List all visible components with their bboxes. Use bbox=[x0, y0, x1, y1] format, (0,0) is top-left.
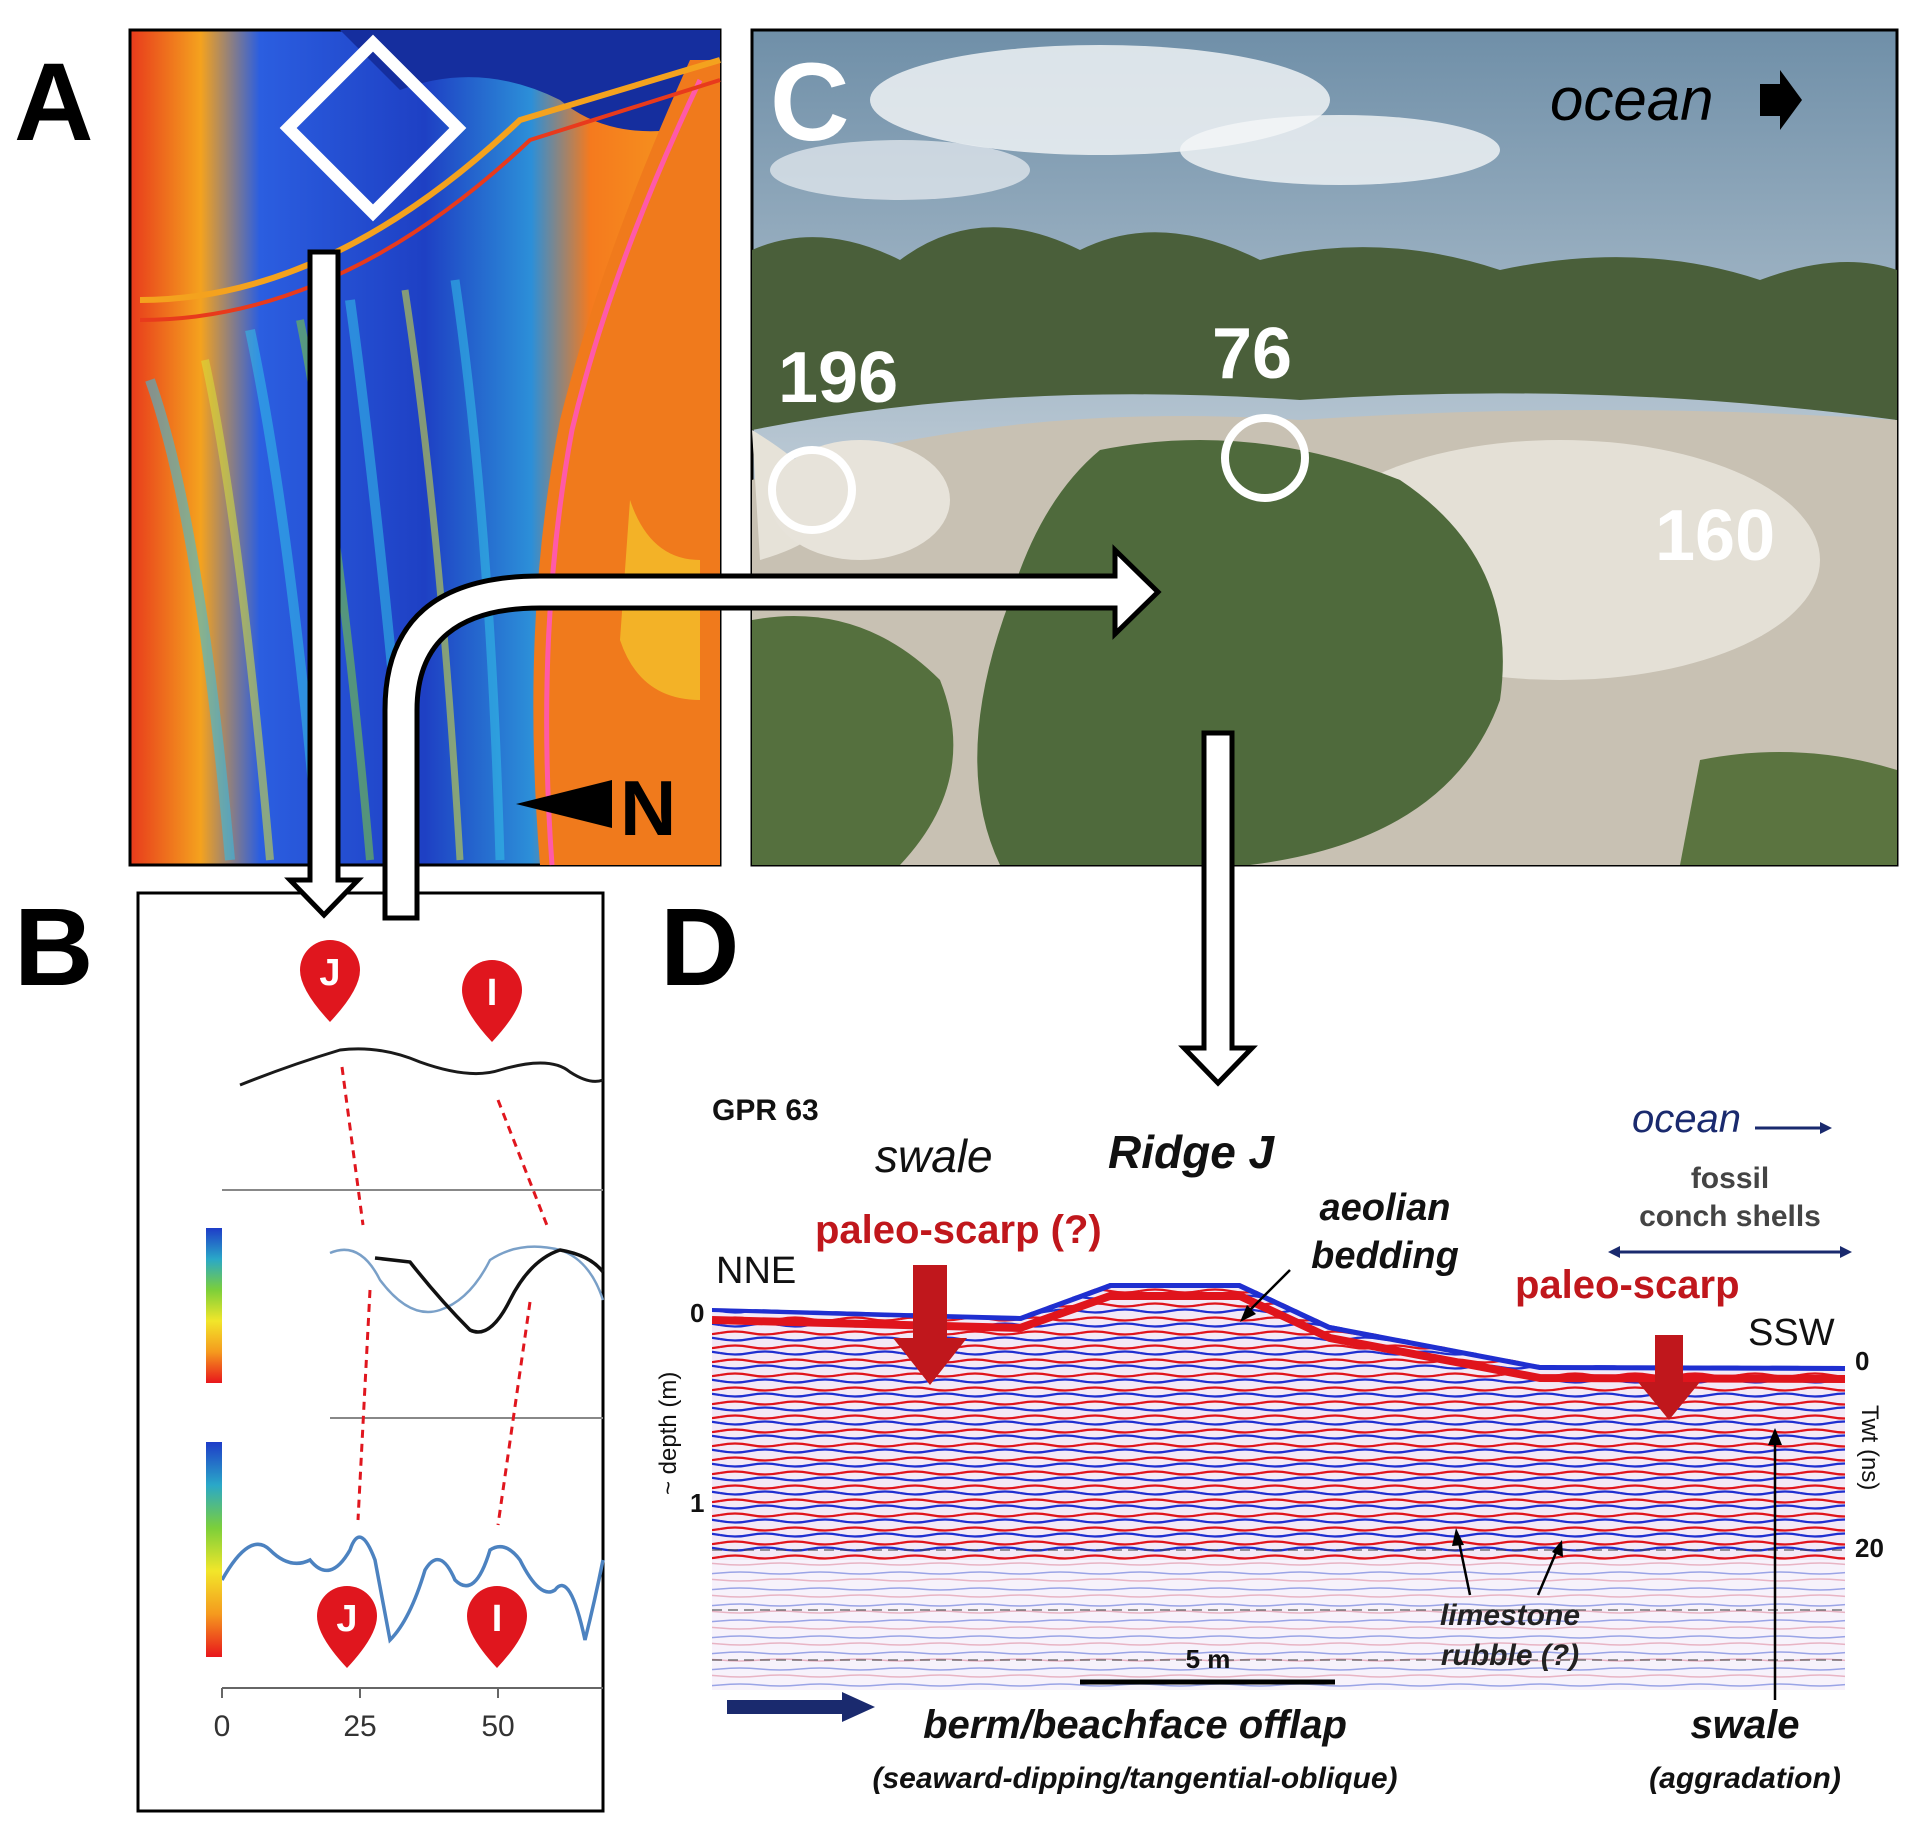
swale-top-label: swale bbox=[875, 1130, 993, 1182]
correlation-lines bbox=[340, 1066, 550, 1526]
berm-label: berm/beachface offlap bbox=[923, 1703, 1347, 1747]
arrow-c-to-d bbox=[1178, 730, 1258, 1087]
site-label-76: 76 bbox=[1212, 314, 1292, 394]
gpr-profile-label: GPR 63 bbox=[712, 1094, 819, 1127]
depth-axis-label: ~ depth (m) bbox=[655, 1372, 682, 1495]
aeolian-label-1: aeolian bbox=[1320, 1187, 1451, 1229]
paleo-scarp-label: paleo-scarp bbox=[1515, 1263, 1740, 1307]
panel-b: J I J I 0 25 50 B bbox=[14, 886, 605, 1813]
marker-j-bottom: J bbox=[317, 1586, 377, 1668]
b-xtick-25: 25 bbox=[343, 1710, 376, 1743]
berm-sublabel: (seaward-dipping/tangential-oblique) bbox=[873, 1762, 1398, 1795]
scarp-arrow-left-icon bbox=[893, 1265, 967, 1385]
site-label-160: 160 bbox=[1655, 496, 1775, 576]
panel-a: N A bbox=[14, 28, 722, 867]
panel-c: 196 76 160 ocean C bbox=[750, 28, 1899, 867]
aeolian-label-2: bedding bbox=[1311, 1235, 1459, 1277]
ridge-label: Ridge J bbox=[1108, 1126, 1276, 1178]
site-circle-196 bbox=[768, 446, 856, 534]
lidar-lowland bbox=[340, 30, 720, 132]
colorbar-middle bbox=[206, 1228, 222, 1383]
ocean-arrow-icon bbox=[1760, 70, 1802, 130]
fossil-label-1: fossil bbox=[1691, 1162, 1769, 1195]
panel-d-label: D bbox=[660, 886, 739, 1009]
paleo-scarp-q-label: paleo-scarp (?) bbox=[815, 1208, 1102, 1252]
ocean-arrow-icon-d bbox=[1820, 1122, 1832, 1134]
ocean-direction-label: ocean bbox=[1550, 66, 1713, 133]
site-circle-76 bbox=[1221, 414, 1309, 502]
limestone-label-1: limestone bbox=[1440, 1599, 1580, 1632]
twt-tick-0: 0 bbox=[1855, 1346, 1869, 1376]
svg-text:I: I bbox=[487, 972, 498, 1014]
scale-bar-label: 5 m bbox=[1186, 1644, 1231, 1674]
panel-d: D GPR 63 swale Ridge J ocean fossil conc… bbox=[655, 886, 1884, 1795]
profile-top bbox=[239, 1047, 604, 1087]
site-label-196: 196 bbox=[778, 338, 898, 418]
fossil-label-2: conch shells bbox=[1639, 1200, 1821, 1233]
scarp-arrow-right-icon bbox=[1638, 1335, 1700, 1420]
panel-a-label: A bbox=[14, 41, 93, 164]
svg-text:J: J bbox=[336, 1598, 357, 1640]
marker-i-bottom: I bbox=[467, 1586, 527, 1668]
panel-c-label: C bbox=[770, 41, 849, 164]
b-xtick-50: 50 bbox=[481, 1710, 514, 1743]
north-label: N bbox=[620, 764, 676, 852]
b-xtick-0: 0 bbox=[214, 1710, 231, 1743]
arrow-b-to-c bbox=[382, 544, 1162, 921]
limestone-label-2: rubble (?) bbox=[1441, 1639, 1579, 1672]
depth-tick-1: 1 bbox=[690, 1488, 704, 1518]
arrow-a-to-b bbox=[284, 249, 364, 919]
offlap-arrow-icon bbox=[727, 1700, 842, 1714]
profile-bottom bbox=[220, 1535, 605, 1644]
svg-text:J: J bbox=[319, 952, 340, 994]
nne-label: NNE bbox=[716, 1250, 796, 1292]
lidar-ridge-stripes bbox=[145, 279, 505, 861]
profile-middle-black bbox=[374, 1248, 605, 1334]
depth-tick-0: 0 bbox=[690, 1298, 704, 1328]
marker-i-top: I bbox=[462, 960, 522, 1042]
marker-j-top: J bbox=[300, 940, 360, 1022]
twt-axis-label: Twt (ns) bbox=[1856, 1405, 1883, 1490]
ssw-label: SSW bbox=[1748, 1312, 1835, 1354]
north-arrow-icon bbox=[516, 780, 612, 828]
ocean-label: ocean bbox=[1632, 1097, 1741, 1141]
panel-b-label: B bbox=[14, 886, 93, 1009]
svg-text:I: I bbox=[492, 1598, 503, 1640]
colorbar-bottom bbox=[206, 1442, 222, 1657]
swale-bottom-label: swale bbox=[1691, 1703, 1800, 1747]
swale-sublabel: (aggradation) bbox=[1649, 1762, 1841, 1795]
study-area-diamond bbox=[279, 34, 467, 222]
gpr-radargram bbox=[712, 1283, 1845, 1690]
twt-tick-20: 20 bbox=[1855, 1533, 1884, 1563]
